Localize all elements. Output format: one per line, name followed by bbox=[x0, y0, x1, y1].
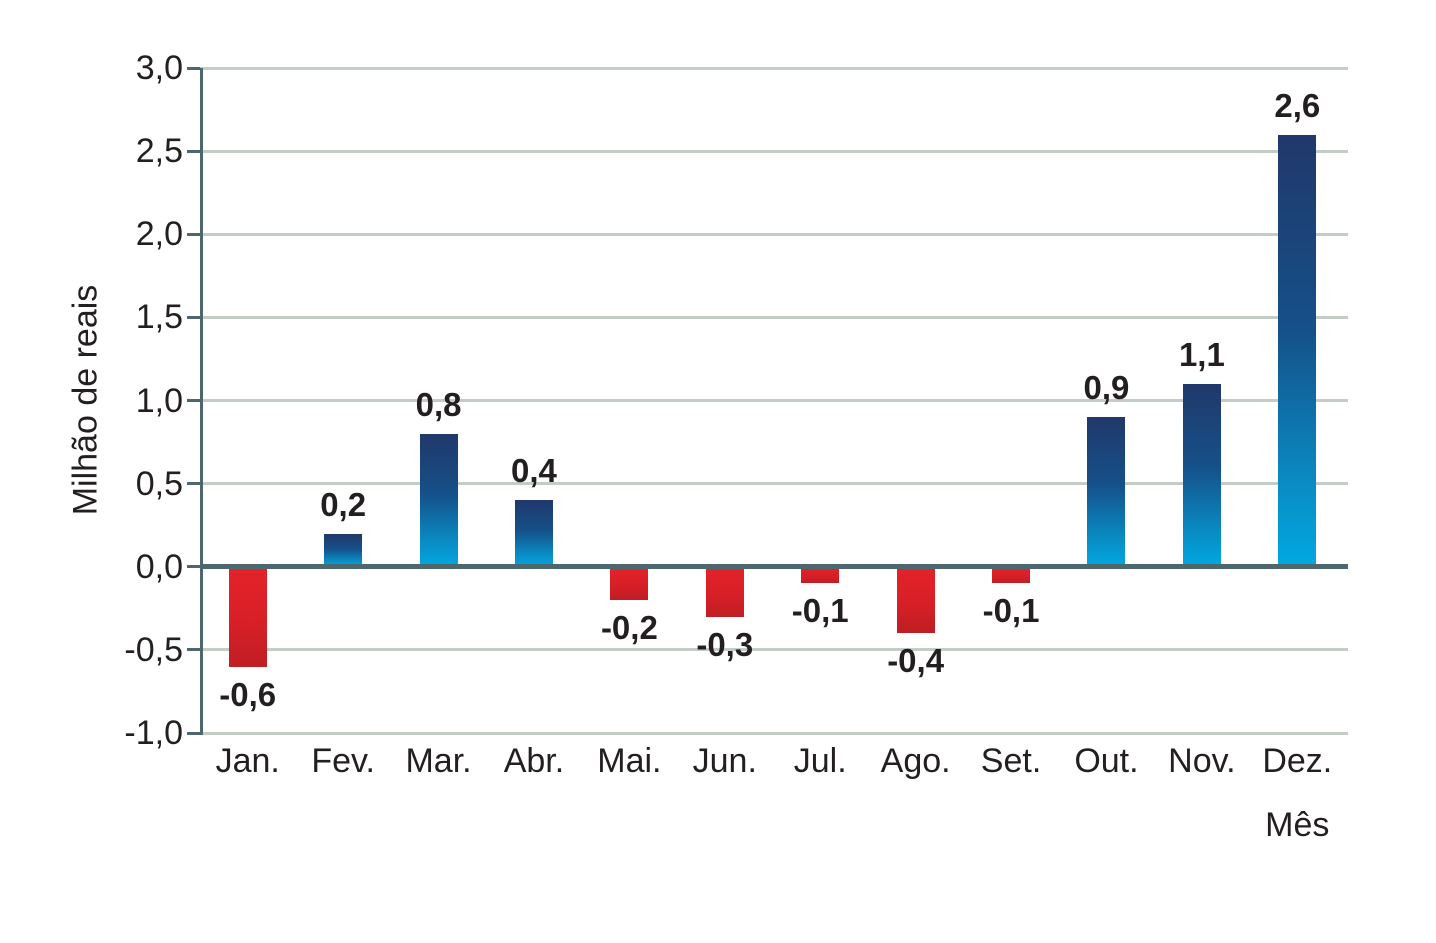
x-tick-label: Jun. bbox=[692, 742, 757, 780]
bar-value-label: -0,6 bbox=[219, 675, 277, 713]
y-tick-label: -1,0 bbox=[124, 714, 183, 752]
x-tick-label: Dez. bbox=[1262, 742, 1333, 780]
bar bbox=[324, 533, 363, 567]
bar-value-label: 0,4 bbox=[511, 452, 557, 490]
bar-value-label: -0,1 bbox=[791, 592, 849, 630]
gridline bbox=[200, 399, 1348, 402]
bar-value-label: 0,2 bbox=[320, 485, 367, 523]
bar bbox=[514, 500, 553, 567]
gridline bbox=[200, 149, 1348, 153]
bar bbox=[419, 433, 458, 567]
bar bbox=[1087, 417, 1126, 567]
y-axis-tick bbox=[187, 731, 200, 735]
y-axis-tick bbox=[187, 648, 200, 652]
x-tick-label: Jan. bbox=[215, 742, 280, 780]
bar bbox=[228, 566, 267, 667]
x-tick-label: Mar. bbox=[405, 742, 472, 780]
y-axis-tick bbox=[187, 66, 200, 70]
bar-value-label: 0,8 bbox=[415, 385, 462, 423]
bar-value-label: -0,1 bbox=[982, 592, 1040, 630]
zero-baseline bbox=[200, 564, 1348, 570]
bar-value-label: -0,3 bbox=[696, 625, 754, 663]
bar-value-label: -0,2 bbox=[600, 609, 658, 646]
y-axis-tick bbox=[187, 565, 200, 569]
y-axis-tick bbox=[187, 399, 200, 402]
x-tick-label: Jul. bbox=[793, 742, 847, 780]
x-tick-label: Fev. bbox=[311, 742, 375, 780]
gridline bbox=[200, 648, 1348, 652]
y-tick-label: 2,0 bbox=[135, 215, 183, 254]
x-tick-label: Ago. bbox=[880, 742, 951, 780]
gridline bbox=[200, 482, 1348, 486]
x-axis-title: Mês bbox=[1265, 806, 1330, 844]
gridline bbox=[200, 731, 1348, 735]
y-tick-label: 3,0 bbox=[135, 49, 183, 87]
bar bbox=[610, 566, 649, 600]
y-axis-line bbox=[200, 68, 203, 735]
y-tick-label: 1,0 bbox=[135, 381, 183, 420]
gridline bbox=[200, 66, 1348, 70]
y-axis-tick bbox=[187, 315, 200, 319]
gridline bbox=[200, 232, 1348, 236]
bar bbox=[705, 566, 744, 617]
x-tick-label: Out. bbox=[1074, 742, 1139, 780]
y-axis-tick bbox=[187, 149, 200, 153]
x-tick-label: Mai. bbox=[597, 742, 662, 780]
bar-value-label: -0,4 bbox=[887, 642, 945, 680]
bar bbox=[1278, 134, 1317, 567]
x-tick-label: Set. bbox=[980, 742, 1042, 780]
bar-value-label: 1,1 bbox=[1178, 335, 1225, 373]
bar-value-label: 2,6 bbox=[1274, 86, 1321, 124]
y-tick-label: 0,0 bbox=[135, 547, 183, 586]
gridline bbox=[200, 315, 1348, 319]
x-tick-label: Abr. bbox=[503, 742, 565, 780]
y-tick-label: 1,5 bbox=[135, 298, 183, 337]
bar bbox=[896, 566, 935, 634]
x-tick-label: Nov. bbox=[1168, 742, 1236, 780]
y-tick-label: 2,5 bbox=[135, 132, 183, 171]
y-tick-label: -0,5 bbox=[124, 630, 183, 669]
bar bbox=[1182, 383, 1221, 567]
y-axis-tick bbox=[187, 482, 200, 486]
bar bbox=[801, 566, 840, 584]
bar bbox=[992, 566, 1031, 584]
bar-value-label: 0,9 bbox=[1083, 369, 1130, 407]
y-tick-label: 0,5 bbox=[135, 464, 183, 503]
y-axis-tick bbox=[187, 232, 200, 236]
